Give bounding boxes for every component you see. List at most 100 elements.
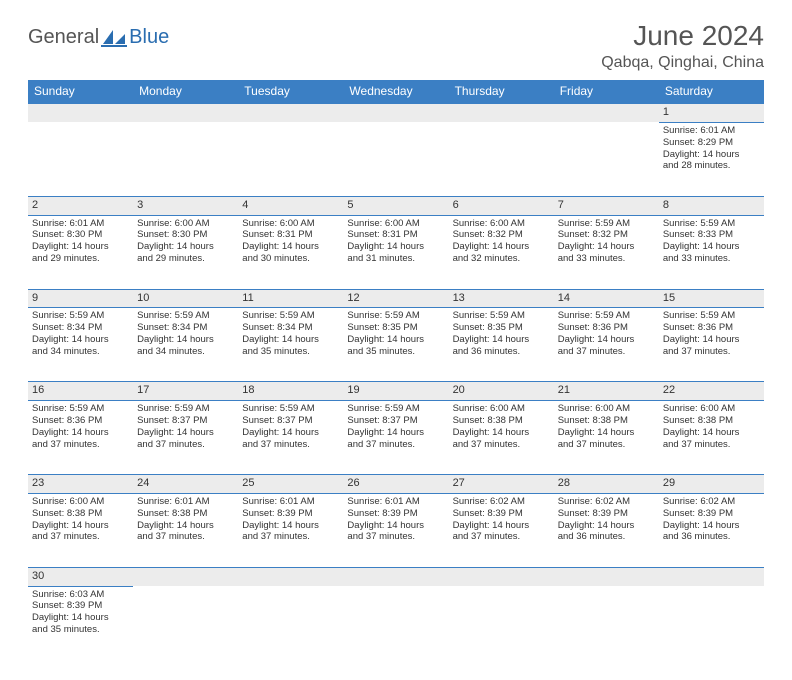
day-number [449, 567, 554, 586]
day2-text: and 37 minutes. [663, 439, 760, 451]
sunrise-text: Sunrise: 5:59 AM [347, 403, 444, 415]
day2-text: and 37 minutes. [663, 346, 760, 358]
day1-text: Daylight: 14 hours [663, 334, 760, 346]
sunset-text: Sunset: 8:35 PM [347, 322, 444, 334]
day1-text: Daylight: 14 hours [137, 241, 234, 253]
day-cell: Sunrise: 5:59 AMSunset: 8:37 PMDaylight:… [238, 401, 343, 475]
day-number: 15 [659, 289, 764, 308]
logo: General Blue [28, 26, 169, 49]
day1-text: Daylight: 14 hours [453, 334, 550, 346]
day-cell [28, 122, 133, 196]
sunset-text: Sunset: 8:30 PM [137, 229, 234, 241]
day2-text: and 31 minutes. [347, 253, 444, 265]
day-number: 28 [554, 475, 659, 494]
sunset-text: Sunset: 8:31 PM [242, 229, 339, 241]
day-number: 11 [238, 289, 343, 308]
day1-text: Daylight: 14 hours [558, 427, 655, 439]
sunset-text: Sunset: 8:33 PM [663, 229, 760, 241]
day-cell: Sunrise: 5:59 AMSunset: 8:32 PMDaylight:… [554, 215, 659, 289]
day-number [554, 567, 659, 586]
sunrise-text: Sunrise: 5:59 AM [32, 403, 129, 415]
month-title: June 2024 [601, 20, 764, 52]
sunset-text: Sunset: 8:37 PM [242, 415, 339, 427]
day-cell [133, 586, 238, 660]
sunrise-text: Sunrise: 6:00 AM [137, 218, 234, 230]
day1-text: Daylight: 14 hours [558, 241, 655, 253]
sunrise-text: Sunrise: 6:00 AM [242, 218, 339, 230]
week-row: Sunrise: 6:00 AMSunset: 8:38 PMDaylight:… [28, 493, 764, 567]
sunset-text: Sunset: 8:38 PM [663, 415, 760, 427]
sunset-text: Sunset: 8:39 PM [558, 508, 655, 520]
sunrise-text: Sunrise: 6:02 AM [663, 496, 760, 508]
day-cell: Sunrise: 5:59 AMSunset: 8:36 PMDaylight:… [28, 401, 133, 475]
day-number-row: 23242526272829 [28, 475, 764, 494]
day-number: 4 [238, 196, 343, 215]
day-cell: Sunrise: 5:59 AMSunset: 8:36 PMDaylight:… [659, 308, 764, 382]
sunrise-text: Sunrise: 5:59 AM [242, 310, 339, 322]
day1-text: Daylight: 14 hours [242, 427, 339, 439]
day-header: Friday [554, 80, 659, 103]
day-number: 16 [28, 382, 133, 401]
calendar-table: Sunday Monday Tuesday Wednesday Thursday… [28, 80, 764, 660]
sunrise-text: Sunrise: 5:59 AM [137, 403, 234, 415]
day1-text: Daylight: 14 hours [137, 334, 234, 346]
sunrise-text: Sunrise: 5:59 AM [663, 310, 760, 322]
day1-text: Daylight: 14 hours [32, 334, 129, 346]
logo-text-blue: Blue [129, 26, 169, 49]
day2-text: and 37 minutes. [32, 439, 129, 451]
day2-text: and 29 minutes. [137, 253, 234, 265]
day1-text: Daylight: 14 hours [137, 520, 234, 532]
sunset-text: Sunset: 8:37 PM [137, 415, 234, 427]
sunrise-text: Sunrise: 6:02 AM [558, 496, 655, 508]
day-number [28, 103, 133, 122]
sunset-text: Sunset: 8:39 PM [453, 508, 550, 520]
day2-text: and 32 minutes. [453, 253, 550, 265]
week-row: Sunrise: 5:59 AMSunset: 8:36 PMDaylight:… [28, 401, 764, 475]
day-cell: Sunrise: 5:59 AMSunset: 8:35 PMDaylight:… [449, 308, 554, 382]
day-number-row: 30 [28, 567, 764, 586]
day1-text: Daylight: 14 hours [347, 520, 444, 532]
day-cell: Sunrise: 6:01 AMSunset: 8:29 PMDaylight:… [659, 122, 764, 196]
day1-text: Daylight: 14 hours [453, 520, 550, 532]
week-row: Sunrise: 6:01 AMSunset: 8:30 PMDaylight:… [28, 215, 764, 289]
sunrise-text: Sunrise: 6:01 AM [663, 125, 760, 137]
day2-text: and 35 minutes. [242, 346, 339, 358]
sunset-text: Sunset: 8:38 PM [558, 415, 655, 427]
day-number: 29 [659, 475, 764, 494]
day-cell: Sunrise: 6:02 AMSunset: 8:39 PMDaylight:… [554, 493, 659, 567]
day-cell [449, 586, 554, 660]
day2-text: and 37 minutes. [137, 531, 234, 543]
day-cell: Sunrise: 5:59 AMSunset: 8:33 PMDaylight:… [659, 215, 764, 289]
day-number: 27 [449, 475, 554, 494]
day-header: Saturday [659, 80, 764, 103]
day-number: 19 [343, 382, 448, 401]
sunset-text: Sunset: 8:34 PM [242, 322, 339, 334]
sunrise-text: Sunrise: 6:00 AM [453, 218, 550, 230]
sunrise-text: Sunrise: 6:01 AM [242, 496, 339, 508]
day-number: 30 [28, 567, 133, 586]
day-number-row: 2345678 [28, 196, 764, 215]
day-number-row: 16171819202122 [28, 382, 764, 401]
day-number: 18 [238, 382, 343, 401]
day-number [449, 103, 554, 122]
week-row: Sunrise: 5:59 AMSunset: 8:34 PMDaylight:… [28, 308, 764, 382]
day-header: Tuesday [238, 80, 343, 103]
day2-text: and 30 minutes. [242, 253, 339, 265]
sunset-text: Sunset: 8:39 PM [347, 508, 444, 520]
day2-text: and 35 minutes. [32, 624, 129, 636]
sunset-text: Sunset: 8:37 PM [347, 415, 444, 427]
day-number: 5 [343, 196, 448, 215]
day1-text: Daylight: 14 hours [347, 334, 444, 346]
day-number [133, 567, 238, 586]
sunrise-text: Sunrise: 6:00 AM [558, 403, 655, 415]
sunset-text: Sunset: 8:39 PM [32, 600, 129, 612]
sunset-text: Sunset: 8:38 PM [453, 415, 550, 427]
day-header: Sunday [28, 80, 133, 103]
sunrise-text: Sunrise: 6:00 AM [347, 218, 444, 230]
day2-text: and 37 minutes. [137, 439, 234, 451]
day-cell [238, 586, 343, 660]
day-cell [554, 122, 659, 196]
day-cell: Sunrise: 5:59 AMSunset: 8:34 PMDaylight:… [238, 308, 343, 382]
day-cell: Sunrise: 6:00 AMSunset: 8:38 PMDaylight:… [554, 401, 659, 475]
day-number: 24 [133, 475, 238, 494]
